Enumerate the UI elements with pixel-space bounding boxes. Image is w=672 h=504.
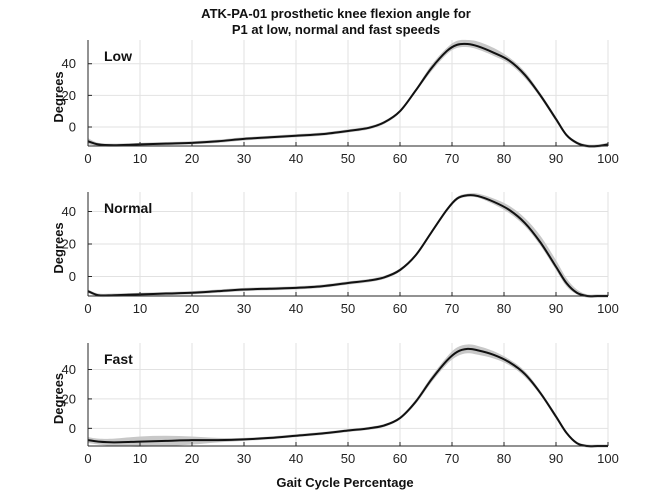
x-tick-label: 10: [133, 451, 147, 466]
y-axis-label: Degrees: [51, 373, 66, 424]
y-tick-label: 40: [62, 362, 76, 377]
x-tick-label: 0: [84, 451, 91, 466]
x-tick-label: 70: [445, 451, 459, 466]
x-axis-label: Gait Cycle Percentage: [276, 475, 414, 490]
y-tick-label: 40: [62, 204, 76, 219]
x-tick-label: 90: [549, 451, 563, 466]
x-tick-label: 80: [497, 301, 511, 316]
x-tick-label: 50: [341, 451, 355, 466]
x-tick-label: 90: [549, 151, 563, 166]
x-tick-label: 50: [341, 151, 355, 166]
x-tick-label: 40: [289, 451, 303, 466]
x-tick-label: 60: [393, 301, 407, 316]
panel-label: Low: [104, 48, 132, 64]
y-tick-label: 0: [69, 120, 76, 135]
y-tick-label: 20: [62, 391, 76, 406]
x-tick-label: 70: [445, 301, 459, 316]
y-axis-label: Degrees: [51, 222, 66, 273]
y-tick-label: 20: [62, 88, 76, 103]
variability-band: [88, 344, 608, 448]
x-tick-label: 50: [341, 301, 355, 316]
x-tick-label: 20: [185, 151, 199, 166]
x-tick-label: 80: [497, 151, 511, 166]
x-tick-label: 100: [597, 451, 619, 466]
x-tick-label: 70: [445, 151, 459, 166]
chart-title-line-1: ATK-PA-01 prosthetic knee flexion angle …: [201, 6, 471, 21]
x-tick-label: 20: [185, 301, 199, 316]
x-tick-label: 80: [497, 451, 511, 466]
chart-title-line-2: P1 at low, normal and fast speeds: [231, 22, 441, 37]
y-tick-label: 0: [69, 269, 76, 284]
y-tick-label: 0: [69, 421, 76, 436]
x-tick-label: 0: [84, 301, 91, 316]
y-tick-label: 40: [62, 56, 76, 71]
x-tick-label: 100: [597, 301, 619, 316]
mean-flexion-line: [87, 347, 608, 448]
x-tick-label: 40: [289, 151, 303, 166]
x-tick-label: 30: [237, 301, 251, 316]
x-tick-label: 30: [237, 151, 251, 166]
panel-label: Normal: [104, 200, 152, 216]
x-tick-label: 10: [133, 151, 147, 166]
x-tick-label: 30: [237, 451, 251, 466]
panel-normal: 0 10 20 30 40 50 60 70 80 90 100 0 20 40 Degrees Normal: [51, 192, 619, 316]
x-tick-label: 60: [393, 451, 407, 466]
x-tick-label: 10: [133, 301, 147, 316]
y-tick-label: 20: [62, 237, 76, 252]
y-axis-label: Degrees: [51, 71, 66, 122]
x-tick-label: 100: [597, 151, 619, 166]
x-tick-label: 40: [289, 301, 303, 316]
x-tick-label: 60: [393, 151, 407, 166]
x-tick-label: 20: [185, 451, 199, 466]
x-tick-label: 90: [549, 301, 563, 316]
x-tick-label: 0: [84, 151, 91, 166]
panel-label: Fast: [104, 351, 133, 367]
